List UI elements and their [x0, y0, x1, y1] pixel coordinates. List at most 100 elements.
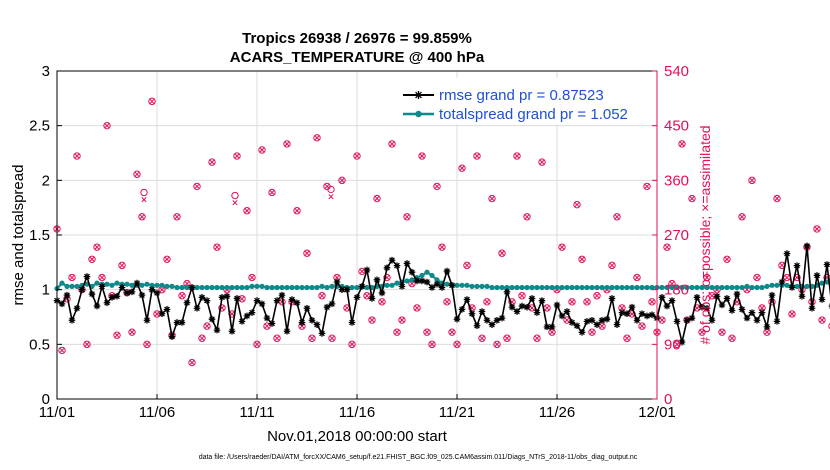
rmse-point	[488, 321, 496, 328]
totalspread-point	[639, 284, 645, 291]
obs-possible-circle	[318, 292, 326, 300]
obs-count-marker	[128, 328, 136, 336]
rmse-point	[613, 321, 621, 328]
obs-count-marker	[203, 322, 211, 330]
obs-possible-circle	[148, 97, 156, 106]
totalspread-point	[819, 280, 825, 286]
obs-count-marker	[198, 334, 206, 342]
obs-count-marker	[393, 328, 401, 336]
x-tick-label: 11/16	[339, 404, 375, 421]
rmse-point	[798, 292, 806, 300]
rmse-point	[198, 294, 206, 301]
obs-possible-circle	[303, 249, 311, 257]
obs-assimilated-cross	[729, 335, 735, 341]
obs-count-marker	[308, 334, 316, 342]
obs-count-marker	[178, 292, 186, 300]
obs-assimilated-cross	[679, 141, 685, 147]
rmse-point	[373, 276, 381, 284]
obs-possible-circle	[98, 273, 106, 282]
rmse-point	[328, 300, 336, 308]
obs-assimilated-cross	[529, 305, 535, 311]
rmse-point	[278, 291, 286, 299]
rmse-point	[538, 297, 546, 304]
obs-assimilated-cross	[439, 244, 445, 250]
obs-assimilated-cross	[164, 256, 170, 262]
obs-count-marker	[68, 273, 76, 282]
obs-count-marker	[493, 340, 501, 349]
obs-count-marker	[213, 243, 221, 251]
obs-possible-circle	[593, 292, 601, 300]
obs-assimilated-cross	[579, 256, 585, 262]
obs-possible-circle	[248, 273, 256, 282]
obs-assimilated-cross	[434, 183, 440, 189]
obs-count-marker	[118, 261, 126, 270]
obs-count-marker	[483, 298, 491, 306]
totalspread-point	[274, 284, 280, 291]
obs-possible-circle	[393, 328, 401, 336]
obs-assimilated-cross	[724, 256, 730, 262]
totalspread-point	[704, 284, 710, 291]
obs-count-marker	[418, 152, 426, 160]
rmse-point	[648, 311, 656, 319]
totalspread-point	[619, 284, 625, 291]
rmse-point	[643, 312, 651, 320]
obs-possible-circle	[488, 194, 496, 203]
rmse-point	[428, 284, 436, 291]
obs-assimilated-cross	[94, 244, 100, 250]
obs-count-marker	[828, 322, 830, 330]
legend-spread-marker	[415, 110, 422, 118]
obs-count-marker	[318, 292, 326, 300]
totalspread-point	[114, 280, 120, 286]
totalspread-point	[494, 284, 500, 291]
totalspread-point	[314, 284, 320, 291]
x-tick-label: 11/26	[539, 404, 575, 421]
obs-assimilated-cross	[464, 262, 470, 268]
rmse-point	[823, 261, 830, 268]
rmse-point	[143, 316, 151, 324]
obs-count-marker	[388, 140, 396, 148]
rmse-point	[178, 319, 186, 326]
totalspread-point	[264, 284, 270, 291]
totalspread-point	[504, 284, 510, 291]
obs-count-marker	[327, 185, 335, 200]
obs-assimilated-cross	[189, 360, 195, 366]
totalspread-point	[124, 281, 130, 287]
obs-assimilated-cross	[364, 293, 370, 299]
totalspread-point	[149, 282, 155, 288]
totalspread-point	[419, 272, 425, 279]
obs-count-marker	[373, 194, 381, 203]
totalspread-point	[739, 284, 745, 291]
rmse-point	[468, 310, 476, 318]
rmse-point	[558, 312, 566, 320]
obs-count-marker	[248, 273, 256, 282]
obs-assimilated-cross	[639, 323, 645, 329]
rmse-point	[438, 284, 446, 291]
rmse-point	[513, 308, 521, 315]
rmse-point	[273, 297, 281, 304]
totalspread-point	[279, 284, 285, 291]
obs-assimilated-cross	[494, 341, 500, 347]
obs-assimilated-cross	[149, 98, 155, 104]
obs-assimilated-cross	[449, 329, 455, 335]
obs-assimilated-cross	[739, 214, 745, 220]
rmse-point	[263, 314, 271, 322]
obs-possible-circle	[663, 243, 671, 251]
rmse-point	[603, 315, 611, 323]
rmse-point	[443, 267, 451, 275]
totalspread-point	[664, 284, 670, 291]
totalspread-point	[554, 284, 560, 291]
rmse-point	[618, 309, 626, 316]
obs-count-marker	[728, 334, 736, 342]
obs-possible-circle	[678, 140, 686, 148]
y-tick-label: 1	[42, 282, 50, 299]
obs-possible-circle	[383, 273, 391, 282]
obs-assimilated-cross	[139, 214, 145, 220]
obs-assimilated-cross	[819, 317, 825, 323]
rmse-point	[693, 294, 701, 301]
obs-assimilated-cross	[264, 323, 270, 329]
rmse-point	[568, 319, 576, 326]
rmse-point	[258, 300, 266, 308]
obs-assimilated-cross	[499, 250, 505, 256]
obs-assimilated-cross	[704, 274, 710, 281]
rmse-point	[183, 299, 191, 307]
